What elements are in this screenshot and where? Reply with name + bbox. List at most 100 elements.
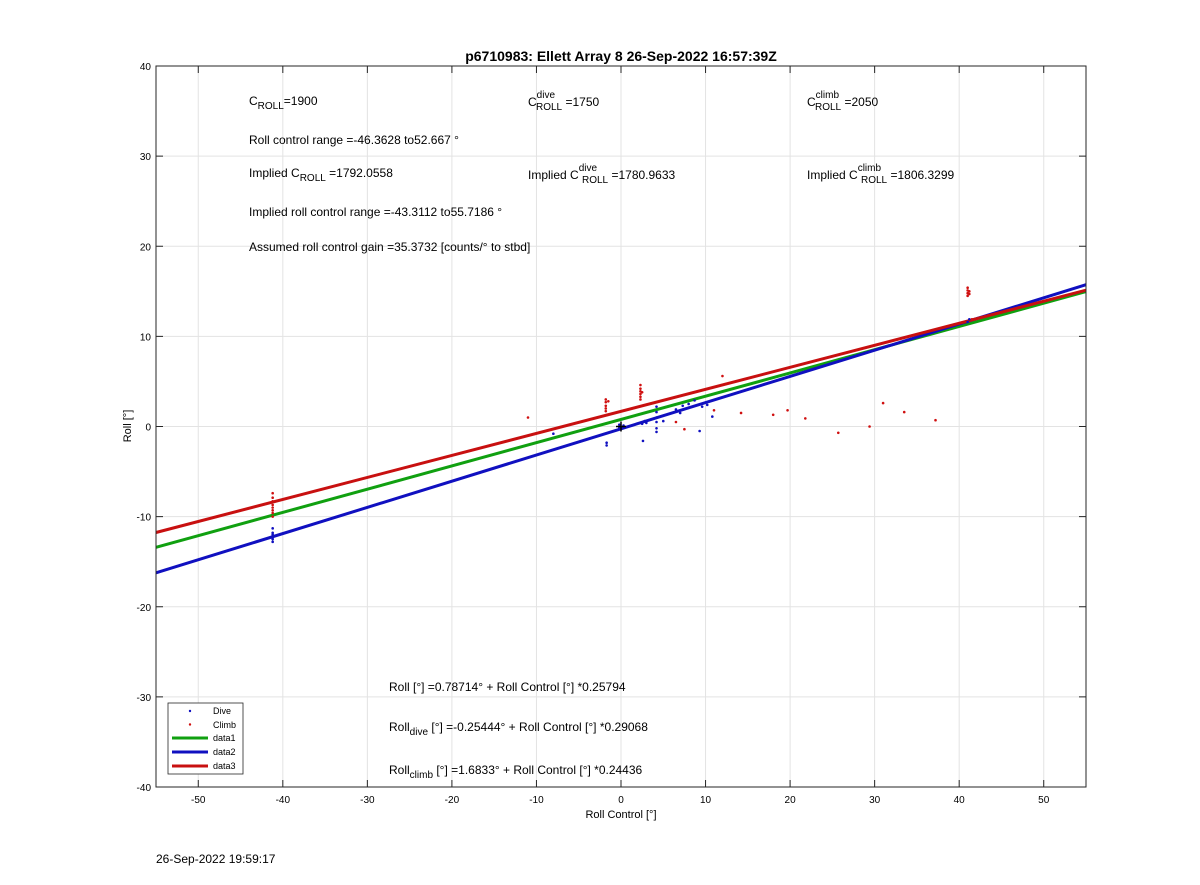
c-roll-climb-annotation: Cclimb ROLL =2050 xyxy=(807,90,878,113)
point-dive xyxy=(618,427,621,431)
point-dive xyxy=(640,422,644,426)
legend-label-data2: data2 xyxy=(213,747,236,757)
point-climb xyxy=(739,411,743,415)
figure-timestamp: 26-Sep-2022 19:59:17 xyxy=(156,852,276,866)
point-climb xyxy=(271,515,274,518)
fit-line-data3 xyxy=(155,288,1087,534)
plot-area xyxy=(155,283,1087,575)
point-climb xyxy=(604,404,608,408)
x-tick-label: 10 xyxy=(700,795,712,806)
y-tick-label: -30 xyxy=(137,693,152,704)
point-climb xyxy=(639,395,642,399)
point-climb xyxy=(271,500,274,503)
plot-frame xyxy=(155,65,1087,788)
point-dive xyxy=(271,537,274,541)
assumed-gain-annotation: Assumed roll control gain =35.3732 [coun… xyxy=(249,240,530,254)
implied-roll-control-range-annotation: Implied roll control range =-43.3112 to5… xyxy=(249,205,502,219)
point-dive xyxy=(605,444,608,447)
point-climb xyxy=(639,387,642,390)
point-climb xyxy=(526,416,530,419)
point-climb xyxy=(271,511,274,515)
point-climb xyxy=(639,392,642,396)
point-climb xyxy=(966,294,969,298)
point-climb xyxy=(968,290,971,293)
implied-c-roll-climb-annotation: Implied Cclimb ROLL =1806.3299 xyxy=(807,163,955,186)
point-climb xyxy=(604,398,608,401)
point-climb xyxy=(639,383,642,387)
point-dive xyxy=(655,430,658,434)
point-climb xyxy=(804,417,807,420)
point-dive xyxy=(271,531,274,535)
point-climb xyxy=(968,292,971,296)
point-climb xyxy=(271,491,274,495)
legend: Dive Climb data1 data2 data3 xyxy=(167,702,244,775)
point-climb xyxy=(271,503,274,507)
legend-label-climb: Climb xyxy=(213,720,236,730)
point-climb xyxy=(674,420,678,424)
fit-dive-annotation: Rolldive [°] =-0.25444° + Roll Control [… xyxy=(389,720,648,738)
c-roll-annotation: CROLL=1900 xyxy=(249,94,318,112)
y-tick-label: 20 xyxy=(140,242,152,253)
point-climb xyxy=(786,408,789,412)
point-climb xyxy=(604,409,608,413)
point-dive xyxy=(271,533,274,536)
point-dive xyxy=(655,420,658,424)
point-climb xyxy=(970,317,974,321)
point-climb xyxy=(639,398,642,401)
point-climb xyxy=(934,418,937,422)
point-dive xyxy=(605,441,608,445)
legend-label-data1: data1 xyxy=(213,733,236,743)
legend-label-dive: Dive xyxy=(213,706,231,716)
chart-title: p6710983: Ellett Array 8 26-Sep-2022 16:… xyxy=(465,48,777,64)
x-tick-label: 0 xyxy=(618,795,624,806)
point-dive xyxy=(687,402,690,406)
point-climb xyxy=(271,496,274,499)
y-tick-label: 0 xyxy=(145,423,151,434)
point-dive xyxy=(655,410,658,414)
y-tick-label: 40 xyxy=(140,62,152,73)
point-dive xyxy=(643,419,646,423)
point-dive xyxy=(678,411,682,415)
x-tick-label: -30 xyxy=(360,795,375,806)
point-dive xyxy=(645,421,648,425)
point-climb xyxy=(836,431,840,435)
x-tick-label: -20 xyxy=(445,795,460,806)
y-tick-label: -20 xyxy=(137,603,152,614)
point-dive xyxy=(968,317,971,321)
x-tick-label: 50 xyxy=(1038,795,1050,806)
point-dive xyxy=(700,405,704,408)
point-climb xyxy=(640,390,644,394)
x-axis-label: Roll Control [°] xyxy=(585,809,656,821)
x-tick-label: 30 xyxy=(869,795,881,806)
point-dive xyxy=(641,439,645,443)
point-dive xyxy=(711,415,714,418)
y-axis-label: Roll [°] xyxy=(122,410,134,443)
point-climb xyxy=(607,399,610,403)
point-dive xyxy=(674,408,678,411)
implied-c-roll-dive-annotation: Implied Cdive ROLL =1780.9633 xyxy=(528,163,676,186)
point-dive xyxy=(618,423,621,426)
point-climb xyxy=(902,410,906,414)
fit-all-annotation: Roll [°] =0.78714° + Roll Control [°] *0… xyxy=(389,680,626,694)
y-tick-label: -40 xyxy=(137,783,152,794)
point-climb xyxy=(966,286,969,290)
y-tick-label: 10 xyxy=(140,332,152,343)
legend-label-data3: data3 xyxy=(213,761,236,771)
implied-c-roll-annotation: Implied CROLL =1792.0558 xyxy=(249,166,393,184)
point-dive xyxy=(655,427,658,430)
point-climb xyxy=(721,374,724,378)
point-climb xyxy=(271,509,274,512)
point-dive xyxy=(271,527,274,530)
x-tick-label: 40 xyxy=(954,795,966,806)
point-dive xyxy=(552,432,555,436)
fit-climb-annotation: Rollclimb [°] =1.6833° + Roll Control [°… xyxy=(389,763,643,781)
point-dive xyxy=(966,320,969,324)
annotations: CROLL=1900 Cdive ROLL =1750 Cclimb ROLL =2… xyxy=(249,90,955,781)
point-climb xyxy=(604,407,608,410)
point-dive xyxy=(271,536,274,539)
axes: -50 -40 -30 -20 -10 0 10 20 30 40 50 -40 -30 -20 -10 0 1… xyxy=(137,62,1086,806)
x-tick-label: -40 xyxy=(276,795,291,806)
point-climb xyxy=(271,506,274,509)
legend-marker-dive xyxy=(188,709,192,713)
